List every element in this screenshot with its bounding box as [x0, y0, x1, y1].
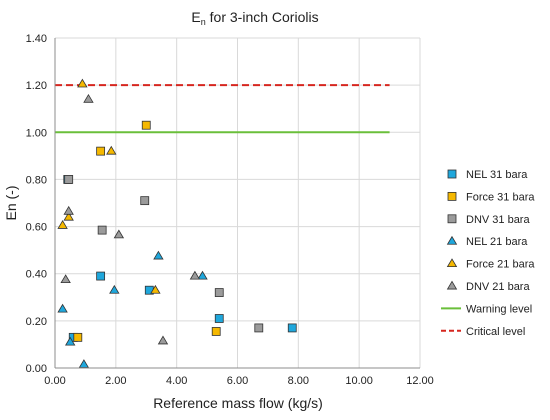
- x-tick-label: 8.00: [288, 375, 309, 387]
- legend-label-dnv-21-bara: DNV 21 bara: [466, 281, 530, 293]
- grid-layer: [54, 37, 421, 369]
- nel-31-bara-point: [96, 271, 106, 281]
- y-tick-label: 0.20: [26, 316, 47, 328]
- reference-lines: [55, 84, 390, 134]
- legend-label-nel-21-bara: NEL 21 bara: [466, 236, 528, 248]
- legend-label-dnv-31-bara: DNV 31 bara: [466, 214, 530, 226]
- axes: 0.00 2.00 4.00 6.00 8.00 10.00 12.00 0.00 0.20 0.…: [26, 33, 434, 387]
- legend-marker-nel-31-bara: [447, 169, 457, 179]
- force-21-bara-point: [77, 78, 88, 88]
- legend-label-critical-level: Critical level: [466, 326, 525, 338]
- dnv-21-bara-point: [63, 205, 74, 215]
- force-21-bara-point: [150, 284, 161, 294]
- legend-label-warning-level: Warning level: [466, 303, 532, 315]
- force-21-bara-point: [57, 220, 68, 229]
- nel-21-bara-point: [65, 336, 76, 346]
- x-tick-label: 12.00: [406, 375, 434, 387]
- dnv-31-bara-point: [64, 175, 74, 184]
- dnv-21-bara-point: [60, 274, 71, 284]
- force-31-bara-point: [211, 327, 221, 336]
- dnv-31-bara-point: [214, 288, 224, 297]
- legend-marker-dnv-31-bara: [447, 214, 457, 224]
- dnv-21-bara-point: [113, 229, 125, 239]
- y-axis-label: En (-): [3, 186, 19, 221]
- legend-label-force-21-bara: Force 21 bara: [466, 259, 535, 271]
- y-tick-label: 0.40: [26, 269, 47, 281]
- y-tick-label: 1.40: [26, 33, 47, 45]
- chart-title: En for 3-inch Coriolis: [191, 9, 318, 27]
- x-tick-label: 6.00: [227, 375, 248, 387]
- x-tick-label: 2.00: [105, 375, 126, 387]
- chart-title-subscript: n: [201, 17, 206, 27]
- force-21-bara-point: [106, 145, 117, 155]
- y-tick-label: 1.20: [26, 80, 47, 92]
- x-axis-label: Reference mass flow (kg/s): [153, 395, 323, 411]
- dnv-31-bara-point: [97, 225, 107, 235]
- nel-21-bara-point: [78, 359, 90, 368]
- chart-title-rest: for 3-inch Coriolis: [206, 9, 319, 25]
- legend-marker-dnv-21-bara: [446, 280, 458, 290]
- dnv-31-bara-point: [140, 196, 150, 206]
- nel-21-bara-point: [109, 284, 120, 294]
- nel-31-bara-point: [287, 323, 297, 333]
- chart-title-main: E: [191, 9, 200, 25]
- y-tick-label: 1.00: [26, 127, 47, 139]
- force-31-bara-point: [73, 332, 83, 342]
- legend-marker-nel-21-bara: [446, 235, 458, 245]
- legend-label-nel-31-bara: NEL 31 bara: [466, 169, 528, 181]
- dnv-21-bara-point: [83, 93, 94, 103]
- dnv-21-bara-point: [189, 270, 201, 280]
- nel-21-bara-point: [197, 270, 208, 280]
- force-21-bara-point: [63, 211, 74, 221]
- y-tick-label: 0.00: [26, 363, 47, 375]
- force-31-bara-point: [96, 146, 106, 156]
- legend: NEL 31 bara Force 31 bara DNV 31 bara NEL 2…: [441, 169, 535, 338]
- legend-marker-force-21-bara: [446, 258, 458, 268]
- nel-21-bara-point: [57, 303, 68, 313]
- dnv-31-bara-point: [254, 323, 264, 333]
- y-tick-label: 0.80: [26, 174, 47, 186]
- legend-label-force-31-bara: Force 31 bara: [466, 191, 535, 203]
- force-31-bara-point: [141, 120, 151, 130]
- nel-31-bara-point: [214, 314, 224, 323]
- legend-marker-force-31-bara: [447, 191, 457, 201]
- y-tick-label: 0.60: [26, 222, 47, 234]
- data-points: [57, 78, 297, 368]
- x-tick-label: 4.00: [166, 375, 187, 387]
- nel-21-bara-point: [153, 250, 164, 260]
- x-tick-label: 0.00: [44, 375, 65, 387]
- x-tick-label: 10.00: [345, 375, 373, 387]
- dnv-21-bara-point: [157, 335, 169, 345]
